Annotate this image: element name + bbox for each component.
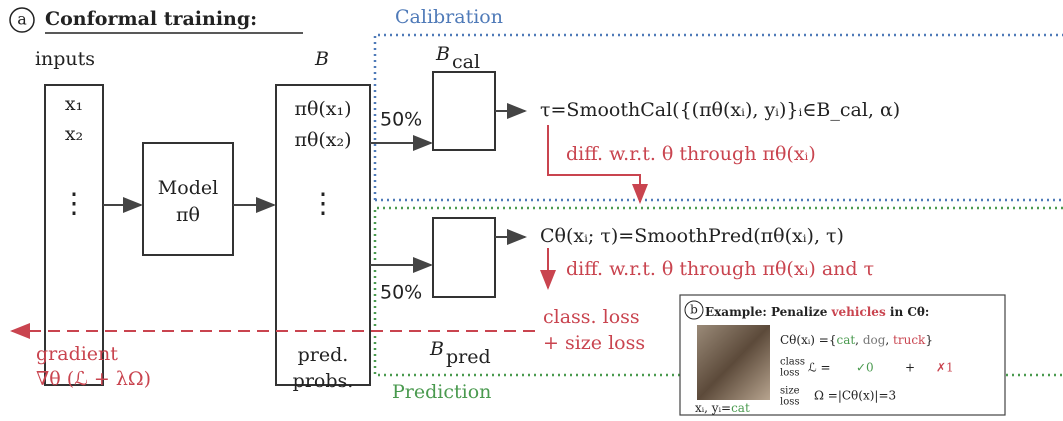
batch-caption: probs.: [293, 370, 354, 392]
class-loss-plus: +: [905, 361, 915, 375]
class-loss-formula: ℒ =: [808, 361, 831, 375]
text: in Cθ:: [886, 305, 930, 319]
text: ,: [855, 333, 863, 347]
batch-label: B: [314, 48, 329, 70]
bcal-box: [433, 72, 495, 150]
loss-label: class. loss: [543, 306, 640, 328]
text: Cθ(xᵢ) ={: [780, 333, 836, 347]
text: xᵢ, yᵢ=: [695, 401, 731, 415]
batch-item: πθ(x₂): [294, 129, 351, 151]
model-symbol: πθ: [176, 204, 200, 226]
text: cat: [731, 401, 750, 415]
model-label: Model: [158, 177, 218, 199]
title: Conformal training:: [45, 8, 257, 30]
cat-image: [697, 325, 770, 400]
size-loss-label: size: [780, 386, 800, 397]
text: dog: [863, 333, 886, 347]
dots: ⋮: [60, 187, 88, 220]
prediction-label: Prediction: [392, 381, 491, 403]
bcal-label: B: [435, 43, 450, 65]
bcal-sub: cal: [452, 51, 480, 73]
inputs-label: inputs: [35, 48, 95, 70]
text: ,: [885, 333, 893, 347]
example-title: Example: Penalize vehicles in Cθ:: [705, 305, 929, 319]
bpred-label: B: [429, 338, 444, 360]
class-loss-label: loss: [780, 368, 799, 379]
loss-label: + size loss: [543, 332, 645, 354]
split-label: 50%: [380, 282, 422, 304]
bpred-box: [433, 218, 495, 297]
calibration-label: Calibration: [395, 6, 503, 28]
bpred-sub: pred: [446, 346, 491, 368]
gradient-formula: ∇θ (ℒ + λΩ): [36, 368, 151, 390]
gradient-label: gradient: [36, 343, 118, 365]
split-label: 50%: [380, 109, 422, 131]
example-label: b: [690, 303, 698, 317]
diagram: a Conformal training: Calibration Predic…: [0, 0, 1063, 421]
batch-item: πθ(x₁): [294, 98, 351, 120]
class-loss-wrong: ✗1: [936, 361, 954, 375]
calibration-note: diff. w.r.t. θ through πθ(xᵢ): [566, 143, 816, 165]
text: cat: [836, 333, 855, 347]
panel-label: a: [17, 10, 27, 29]
input-item: x₂: [65, 123, 83, 145]
example-set: Cθ(xᵢ) ={cat, dog, truck}: [780, 333, 933, 347]
model-box: [143, 143, 233, 255]
size-loss-formula: Ω =|Cθ(x)|=3: [814, 389, 896, 403]
text: truck: [893, 333, 926, 347]
dots: ⋮: [309, 187, 337, 220]
class-loss-correct: ✓0: [856, 361, 874, 375]
prediction-formula: Cθ(xᵢ; τ)=SmoothPred(πθ(xᵢ), τ): [540, 225, 844, 247]
batch-caption: pred.: [298, 344, 349, 366]
input-item: x₁: [65, 93, 83, 115]
text: Example: Penalize: [705, 305, 832, 319]
prediction-note: diff. w.r.t. θ through πθ(xᵢ) and τ: [566, 258, 874, 280]
size-loss-label: loss: [780, 397, 799, 408]
text: }: [925, 333, 933, 347]
text: vehicles: [831, 305, 886, 319]
calibration-formula: τ=SmoothCal({(πθ(xᵢ), yᵢ)}ᵢ∈B_cal, α): [540, 99, 900, 121]
class-loss-label: class: [780, 357, 805, 368]
example-caption: xᵢ, yᵢ=cat: [695, 401, 750, 415]
